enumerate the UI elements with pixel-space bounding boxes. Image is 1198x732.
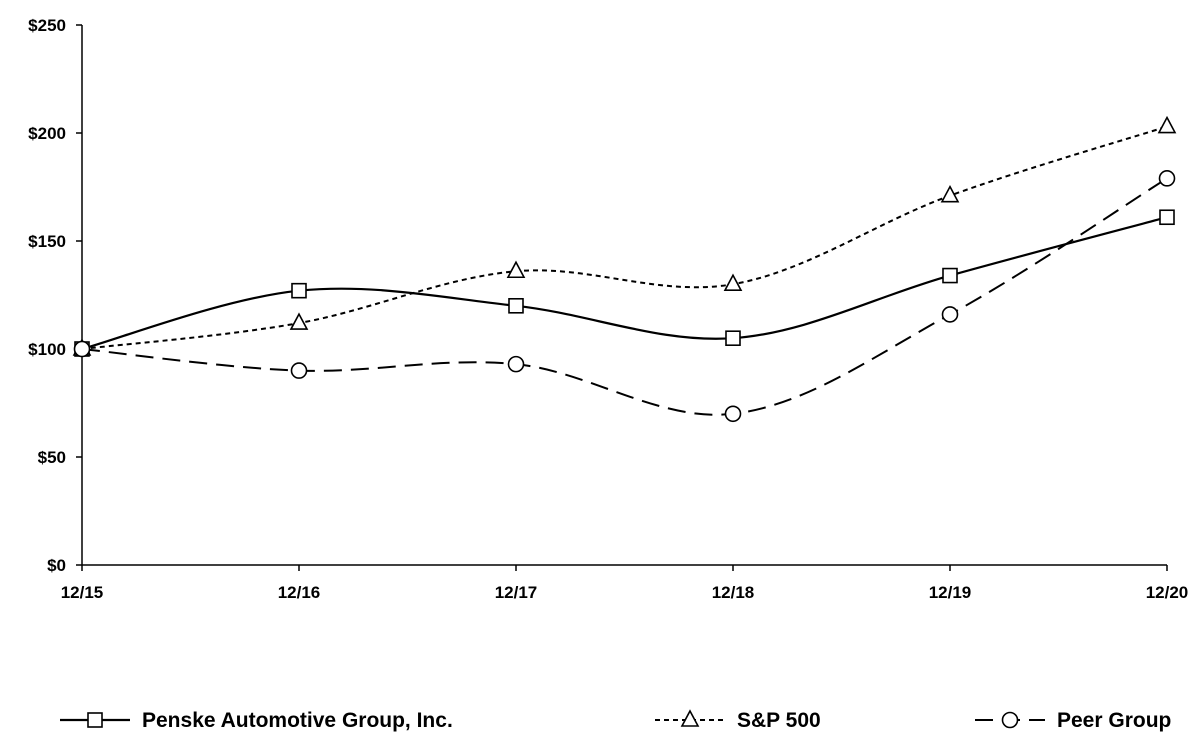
- circle-marker: [73, 340, 91, 358]
- y-tick-label: $200: [28, 124, 66, 143]
- x-tick-label: 12/17: [495, 583, 538, 602]
- circle-marker: [1158, 170, 1176, 187]
- legend-item: Penske Automotive Group, Inc.: [60, 709, 453, 732]
- y-tick-label: $250: [28, 16, 66, 35]
- y-ticks: $0 $50 $100 $150 $200 $250: [28, 16, 82, 575]
- y-tick-label: $0: [47, 556, 66, 575]
- square-marker: [1159, 209, 1175, 226]
- x-tick-label: 12/18: [712, 583, 755, 602]
- circle-marker: [941, 306, 959, 323]
- x-tick-label: 12/20: [1146, 583, 1189, 602]
- series-2: [72, 115, 1177, 356]
- x-tick-label: 12/16: [278, 583, 321, 602]
- legend: Penske Automotive Group, Inc. S&P 500 Peer…: [60, 709, 1171, 732]
- circle-marker: [290, 362, 308, 379]
- y-tick-label: $150: [28, 232, 66, 251]
- circle-marker: [724, 405, 742, 423]
- series-layer: [72, 115, 1177, 423]
- square-marker: [725, 330, 741, 347]
- legend-label: Penske Automotive Group, Inc.: [142, 709, 453, 732]
- legend-circle-marker: [1001, 711, 1019, 729]
- square-marker: [291, 282, 307, 299]
- legend-item: Peer Group: [975, 709, 1171, 732]
- square-marker: [942, 267, 958, 284]
- x-tick-label: 12/15: [61, 583, 104, 602]
- legend-label: S&P 500: [737, 709, 821, 732]
- square-marker: [508, 297, 524, 314]
- legend-label: Peer Group: [1057, 709, 1171, 732]
- legend-square-marker: [87, 712, 103, 728]
- legend-triangle-marker: [680, 709, 700, 727]
- legend-item: S&P 500: [655, 709, 821, 732]
- triangle-marker: [1157, 115, 1177, 134]
- series-line: [81, 216, 1168, 351]
- series-1: [74, 209, 1175, 357]
- axes: [81, 25, 1167, 566]
- y-tick-label: $100: [28, 340, 66, 359]
- triangle-marker: [723, 273, 743, 292]
- circle-marker: [507, 355, 525, 373]
- series-line: [81, 125, 1168, 350]
- series-line: [81, 177, 1168, 416]
- series-3: [73, 170, 1176, 423]
- triangle-marker: [506, 260, 526, 279]
- x-ticks: 12/15 12/16 12/17 12/18 12/19 12/20: [61, 565, 1189, 602]
- x-tick-label: 12/19: [929, 583, 972, 602]
- triangle-marker: [289, 312, 309, 330]
- triangle-marker: [940, 184, 960, 203]
- y-tick-label: $50: [38, 448, 66, 467]
